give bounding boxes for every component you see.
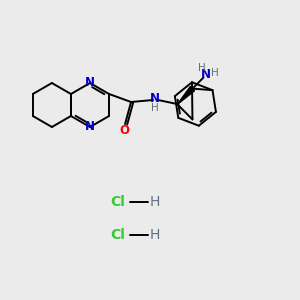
Text: H: H bbox=[151, 103, 159, 113]
Text: N: N bbox=[150, 92, 160, 106]
Text: H: H bbox=[211, 68, 218, 78]
Text: Cl: Cl bbox=[111, 195, 125, 209]
Text: N: N bbox=[85, 76, 95, 89]
Text: H: H bbox=[150, 228, 160, 242]
Text: H: H bbox=[150, 195, 160, 209]
Text: N: N bbox=[200, 68, 211, 81]
Text: N: N bbox=[85, 121, 95, 134]
Polygon shape bbox=[177, 86, 195, 104]
Text: O: O bbox=[119, 124, 129, 137]
Text: Cl: Cl bbox=[111, 228, 125, 242]
Text: H: H bbox=[198, 63, 205, 73]
